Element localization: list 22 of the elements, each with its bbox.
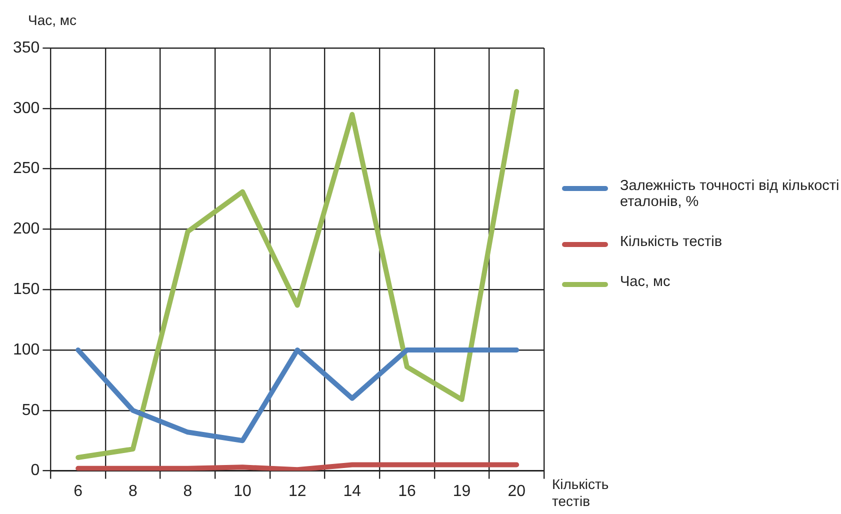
x-tick-label: 8 (128, 482, 138, 500)
y-tick-label: 100 (12, 341, 40, 358)
x-tick-label: 16 (398, 482, 416, 500)
y-tick-label: 0 (30, 462, 40, 480)
x-axis-title: Кількість тестів (552, 476, 610, 510)
x-tick-label: 20 (508, 482, 526, 500)
y-tick-label: 150 (12, 281, 40, 298)
legend-label: Час, мс (620, 274, 670, 290)
y-axis-title: Час, мс (28, 12, 77, 28)
x-tick-label: 14 (343, 482, 362, 500)
x-tick-label: 6 (74, 482, 83, 500)
legend-label: Залежність точності від кількості еталонів, % (620, 178, 840, 210)
x-tick-label: 19 (452, 482, 471, 500)
x-tick-label: 10 (234, 482, 252, 500)
x-tick-label: 8 (183, 482, 192, 500)
y-tick-label: 200 (12, 220, 40, 238)
y-tick-label: 350 (12, 39, 40, 56)
x-tick-label: 12 (288, 482, 306, 500)
y-tick-label: 250 (12, 160, 40, 178)
y-tick-label: 50 (22, 402, 40, 419)
y-tick-label: 300 (12, 100, 40, 117)
legend-label: Кількість тестів (620, 234, 722, 250)
